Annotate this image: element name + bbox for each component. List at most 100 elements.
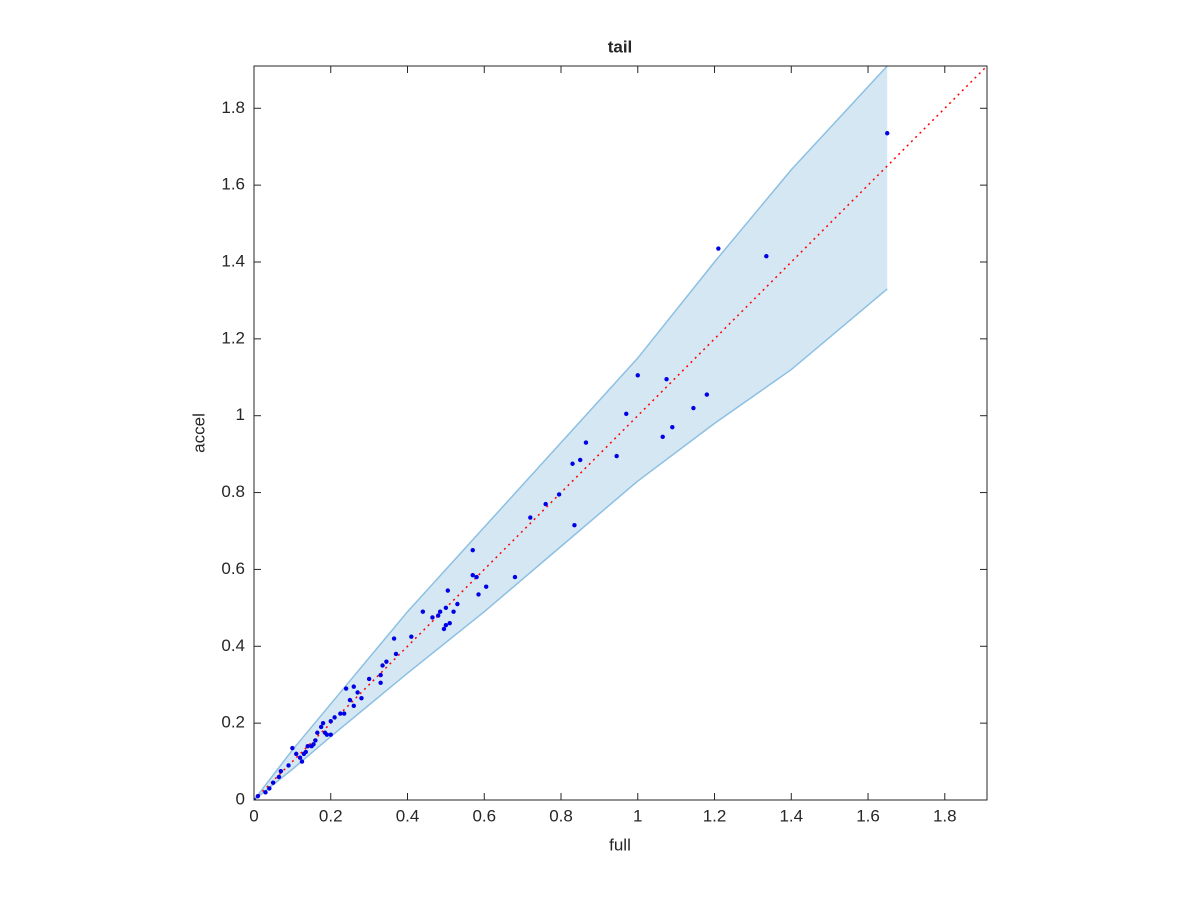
data-point — [332, 715, 337, 720]
data-point — [420, 609, 426, 614]
data-point — [305, 743, 310, 749]
x-tick-label: 1.6 — [856, 806, 880, 825]
data-point — [297, 755, 303, 760]
axes-box — [253, 65, 988, 801]
data-point — [474, 574, 479, 580]
x-tick-label: 1.2 — [703, 806, 727, 825]
data-point — [263, 790, 268, 795]
data-point — [556, 492, 562, 497]
data-point — [455, 601, 460, 607]
band-upper-edge — [254, 66, 888, 800]
data-point — [267, 786, 272, 791]
x-tick-label: 0.8 — [549, 806, 573, 825]
data-point — [704, 392, 710, 397]
data-point — [255, 793, 261, 799]
data-point — [290, 745, 295, 751]
x-tick-label: 0 — [249, 806, 258, 825]
data-point — [483, 584, 489, 589]
data-point — [286, 763, 291, 768]
y-axis-label: accel — [189, 413, 208, 453]
band-lower-edge — [254, 288, 888, 800]
data-point — [294, 751, 299, 757]
data-point — [313, 738, 318, 743]
data-point — [378, 672, 383, 678]
x-tick-label: 0.6 — [472, 806, 496, 825]
y-tick-label: 1.4 — [221, 251, 245, 270]
data-point — [443, 622, 449, 628]
y-tick-label: 0.8 — [221, 482, 245, 501]
data-point — [409, 634, 414, 639]
data-point — [664, 376, 669, 382]
data-point — [315, 730, 320, 735]
y-tick-label: 0 — [236, 789, 245, 808]
y-tick-label: 0.2 — [221, 713, 245, 732]
data-point — [355, 690, 360, 695]
data-point — [614, 453, 619, 459]
data-point — [384, 659, 389, 664]
data-point — [351, 703, 356, 709]
y-tick-label: 1.6 — [221, 175, 245, 194]
data-point — [570, 461, 575, 466]
y-tick-label: 0.6 — [221, 559, 245, 578]
data-point — [343, 686, 349, 691]
data-point — [476, 592, 481, 597]
data-point — [311, 742, 316, 747]
y-tick-label: 1 — [236, 405, 245, 424]
data-point — [670, 425, 675, 430]
data-point — [299, 759, 305, 764]
data-point — [322, 730, 328, 735]
data-point — [391, 636, 397, 641]
x-tick-label: 0.4 — [396, 806, 420, 825]
data-point — [378, 680, 383, 685]
data-point — [270, 780, 276, 785]
reference-line — [254, 66, 987, 800]
data-point — [303, 749, 309, 755]
x-tick-label: 1.8 — [933, 806, 957, 825]
data-point — [366, 676, 372, 682]
data-point — [885, 131, 890, 136]
data-point — [436, 613, 441, 618]
data-point — [447, 621, 452, 626]
data-point — [328, 719, 333, 724]
data-point — [276, 774, 282, 780]
data-point — [338, 711, 343, 716]
data-point — [351, 684, 356, 689]
data-point — [441, 626, 447, 632]
data-point — [470, 548, 475, 553]
y-tick-label: 1.8 — [221, 98, 245, 117]
data-point — [660, 434, 665, 440]
data-point — [691, 405, 696, 411]
x-axis-label: full — [609, 835, 631, 854]
data-point — [347, 697, 353, 703]
data-point — [512, 574, 518, 580]
data-point — [578, 457, 583, 463]
chart-title: tail — [608, 37, 633, 56]
data-point — [716, 246, 721, 251]
data-point — [624, 411, 629, 416]
data-point — [451, 609, 456, 614]
plot-area — [254, 66, 987, 800]
data-point — [278, 768, 284, 774]
data-point — [470, 572, 475, 578]
data-point — [318, 724, 324, 730]
data-point — [443, 605, 449, 611]
data-point — [328, 732, 333, 737]
data-point — [359, 695, 364, 701]
data-point — [635, 373, 640, 378]
data-point — [320, 720, 326, 726]
data-point — [572, 523, 577, 528]
x-tick-label: 1 — [633, 806, 642, 825]
y-tick-label: 0.4 — [221, 636, 245, 655]
data-point — [528, 515, 533, 520]
x-tick-label: 1.4 — [779, 806, 803, 825]
data-point — [764, 254, 769, 259]
data-point — [430, 615, 435, 620]
x-tick-label: 0.2 — [319, 806, 343, 825]
data-point — [254, 797, 257, 800]
data-point — [393, 651, 399, 657]
data-point — [543, 501, 548, 507]
data-point — [437, 609, 443, 614]
y-tick-label: 1.2 — [221, 328, 245, 347]
data-point — [583, 440, 589, 445]
